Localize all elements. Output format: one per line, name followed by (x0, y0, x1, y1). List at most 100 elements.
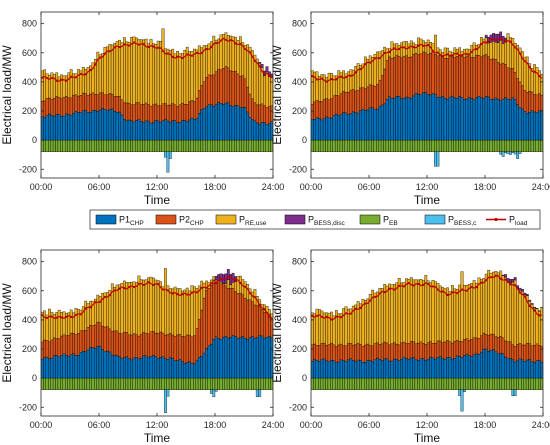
bar-peb (390, 139, 394, 152)
bar-peb (371, 139, 375, 152)
bar-p2chp (359, 87, 362, 111)
bar-peb (229, 377, 233, 390)
bar-pre (115, 284, 119, 332)
load-marker (523, 60, 526, 63)
bar-peb (120, 377, 124, 390)
bar-p2chp (156, 333, 160, 359)
bar-p2chp (263, 105, 266, 123)
legend-label-p1chp: P1CHP (119, 215, 144, 228)
bar-peb (337, 139, 341, 152)
bar-pre (516, 287, 520, 345)
bar-p2chp (57, 338, 61, 358)
bar-pre (347, 71, 350, 93)
bar-peb (318, 377, 321, 390)
bar-peb (171, 377, 175, 390)
bar-p1chp (229, 105, 233, 141)
x-axis-label: Time (144, 431, 171, 445)
bar-p2chp (419, 341, 423, 359)
bar-p2chp (368, 84, 372, 108)
bar-peb (525, 139, 529, 152)
bar-peb (436, 139, 440, 152)
bar-peb (222, 377, 225, 390)
bar-p2chp (518, 343, 522, 359)
bar-p2chp (122, 102, 126, 120)
bar-peb (414, 377, 418, 390)
bar-peb (137, 139, 141, 152)
bar-p1chp (513, 361, 517, 379)
plot-area (41, 268, 273, 413)
bar-pre (137, 39, 141, 104)
bar-p2chp (62, 97, 66, 117)
bar-p2chp (325, 98, 329, 118)
bar-p1chp (113, 111, 117, 141)
bar-pre (149, 39, 153, 107)
bar-p2chp (450, 56, 454, 97)
bar-p2chp (190, 336, 194, 364)
load-marker (200, 51, 203, 55)
bar-pre (513, 279, 517, 347)
bar-peb (127, 139, 131, 152)
bar-p1chp (313, 359, 317, 379)
bar-peb (376, 377, 379, 390)
load-marker (190, 291, 194, 294)
bar-peb (48, 139, 51, 152)
y-axis-label: Electrical load/MW (270, 45, 284, 145)
bar-peb (103, 139, 107, 152)
bar-p1chp (465, 353, 469, 379)
bar-peb (164, 139, 167, 152)
bar-peb (429, 139, 433, 152)
load-marker (369, 299, 372, 302)
bar-peb (455, 377, 459, 390)
load-marker (215, 41, 218, 45)
load-marker (446, 53, 449, 56)
bar-p2chp (453, 341, 457, 359)
legend-swatch-pre (215, 214, 237, 225)
bar-peb (405, 377, 408, 390)
bar-p2chp (405, 343, 408, 359)
bar-peb (438, 139, 442, 152)
bar-pre (166, 48, 170, 106)
bar-p2chp (441, 55, 445, 97)
bar-pre (402, 41, 406, 57)
bar-p1chp (537, 110, 541, 141)
bar-p2chp (327, 99, 331, 119)
bar-p1chp (69, 115, 73, 141)
load-marker (398, 284, 401, 287)
load-marker (108, 294, 111, 297)
bar-p1chp (226, 337, 230, 379)
load-marker (320, 315, 323, 319)
bar-peb (320, 139, 324, 152)
bar-p1chp (52, 115, 56, 141)
bar-p1chp (349, 358, 353, 379)
bar-p2chp (52, 337, 56, 356)
bar-p1chp (426, 94, 430, 141)
bar-p2chp (458, 54, 462, 97)
bar-peb (419, 377, 423, 390)
bar-peb (214, 377, 218, 390)
bar-p2chp (86, 95, 90, 113)
bar-p1chp (64, 354, 68, 379)
bar-p2chp (339, 93, 343, 115)
bar-p2chp (409, 341, 413, 359)
bar-p1chp (135, 357, 138, 379)
bar-p2chp (193, 335, 196, 364)
bar-peb (419, 139, 423, 152)
bar-pbessc (166, 151, 170, 173)
bar-peb (388, 139, 391, 152)
bar-peb (151, 139, 155, 152)
bar-peb (412, 139, 416, 152)
bar-p1chp (50, 115, 54, 141)
bar-peb (209, 377, 213, 390)
bar-pre (363, 300, 367, 346)
load-marker (344, 312, 348, 315)
load-marker (118, 45, 121, 49)
load-marker (422, 283, 425, 286)
bar-p2chp (523, 344, 527, 362)
y-tick-label: 0 (302, 135, 307, 145)
bar-p2chp (81, 330, 85, 352)
bar-p2chp (253, 304, 257, 339)
bar-p2chp (339, 343, 343, 360)
bar-p1chp (508, 357, 512, 379)
bar-p2chp (193, 101, 196, 120)
load-marker (402, 285, 406, 288)
